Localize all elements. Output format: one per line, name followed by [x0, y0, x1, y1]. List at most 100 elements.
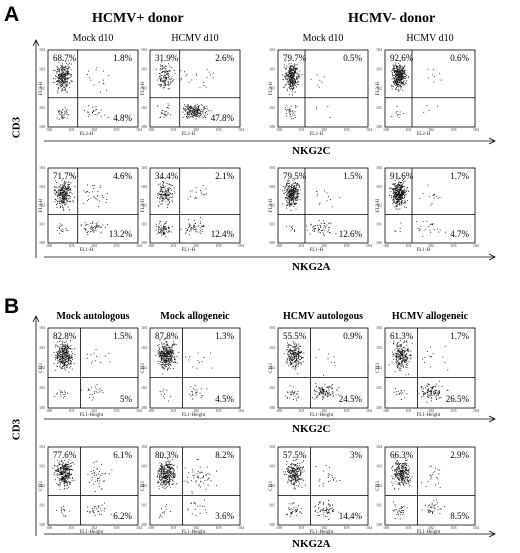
- svg-text:104: 104: [269, 325, 275, 330]
- svg-text:103: 103: [216, 243, 222, 248]
- panel-b-plot-4: 61.3% 1.7%26.5%FL1-HeightCD31001001011011…: [376, 325, 479, 418]
- svg-text:100: 100: [141, 124, 147, 129]
- svg-text:102: 102: [428, 408, 434, 413]
- svg-text:104: 104: [141, 165, 147, 170]
- quadrant-lr-percent: 3.6%: [215, 511, 234, 521]
- svg-text:103: 103: [39, 345, 45, 350]
- svg-text:104: 104: [39, 47, 45, 52]
- svg-text:103: 103: [39, 184, 45, 189]
- panel-a-x-axis-label-nkg2a: NKG2A: [292, 261, 331, 273]
- quadrant-ul-percent: 55.5%: [283, 331, 307, 341]
- plot-frame: [277, 327, 369, 409]
- plot-frame: [47, 446, 139, 526]
- event-dots: [155, 61, 214, 120]
- svg-text:102: 102: [91, 408, 97, 413]
- svg-text:102: 102: [428, 243, 434, 248]
- svg-text:100: 100: [46, 127, 52, 132]
- quadrant-ul-percent: 79.7%: [283, 53, 307, 63]
- svg-text:102: 102: [376, 86, 382, 91]
- svg-text:101: 101: [299, 408, 305, 413]
- svg-text:104: 104: [366, 408, 372, 413]
- event-dots: [283, 341, 340, 401]
- plot-frame: [47, 49, 139, 128]
- svg-text:103: 103: [39, 66, 45, 71]
- quadrant-ul-percent: 82.8%: [53, 331, 77, 341]
- panel-b-plot-1: 82.8% 1.5%5%FL1-HeightCD31001001011011021…: [39, 325, 142, 418]
- x-channel-label: FL1-Height: [417, 530, 441, 535]
- svg-text:101: 101: [69, 243, 75, 248]
- svg-text:100: 100: [383, 127, 389, 132]
- svg-text:101: 101: [269, 105, 275, 110]
- event-dots: [389, 177, 446, 237]
- svg-text:102: 102: [376, 365, 382, 370]
- svg-text:101: 101: [39, 221, 45, 226]
- plot-frame: [47, 327, 139, 409]
- plot-frame: [149, 327, 241, 409]
- plot-frame: [277, 167, 369, 244]
- panel-b-letter: B: [4, 295, 20, 318]
- svg-text:102: 102: [39, 203, 45, 208]
- y-channel-label: FL3-H: [39, 81, 44, 95]
- quadrant-lr-percent: 47.8%: [211, 113, 235, 123]
- y-channel-label: FL3-H: [269, 198, 274, 212]
- panel-a-y-arrow: [32, 39, 40, 258]
- quadrant-lr-percent: 12.4%: [211, 229, 235, 239]
- quadrant-lr-percent: 13.2%: [109, 229, 133, 239]
- svg-text:100: 100: [39, 124, 45, 129]
- panel-a-group-title-hcmv-negative: HCMV- donor: [348, 11, 436, 26]
- x-channel-label: FL1-Height: [310, 413, 334, 418]
- y-channel-label: FL3-H: [269, 81, 274, 95]
- x-channel-label: FL1-H: [310, 248, 324, 253]
- quadrant-ur-percent: 0.5%: [343, 53, 362, 63]
- svg-text:104: 104: [238, 243, 244, 248]
- panel-b-plot-title-1: Mock autologous: [56, 311, 130, 322]
- svg-text:102: 102: [39, 86, 45, 91]
- svg-text:102: 102: [91, 243, 97, 248]
- svg-text:102: 102: [91, 127, 97, 132]
- panel-a-x-arrow-nkg2a: [44, 253, 496, 261]
- svg-text:100: 100: [141, 240, 147, 245]
- x-channel-label: FL2-H: [310, 132, 324, 137]
- event-dots: [155, 337, 213, 402]
- svg-text:104: 104: [141, 47, 147, 52]
- svg-text:102: 102: [193, 408, 199, 413]
- panel-b-plot-7: 57.5% 3% 14.4% FL1-Height CD3100100101101102…: [269, 444, 372, 535]
- quadrant-lr-percent: 4.8%: [113, 113, 132, 123]
- x-channel-label: FL1-H: [417, 248, 431, 253]
- quadrant-ur-percent: 2.9%: [450, 450, 469, 460]
- quadrant-lr-percent: 12.6%: [339, 229, 363, 239]
- event-dots: [155, 178, 207, 238]
- svg-text:103: 103: [216, 408, 222, 413]
- x-channel-label: FL1-Height: [80, 530, 104, 535]
- quadrant-ur-percent: 0.9%: [343, 331, 362, 341]
- svg-text:102: 102: [269, 365, 275, 370]
- quadrant-ul-percent: 71.7%: [53, 171, 77, 181]
- quadrant-ur-percent: 2.6%: [215, 53, 234, 63]
- panel-a-plot-title-2: HCMV d10: [171, 33, 219, 44]
- y-channel-label: CD3: [269, 363, 274, 373]
- y-channel-label: FL3-H: [376, 81, 381, 95]
- svg-text:100: 100: [269, 124, 275, 129]
- svg-text:100: 100: [141, 405, 147, 410]
- quadrant-ul-percent: 77.6%: [53, 450, 77, 460]
- panel-b-plot-title-3: HCMV autologous: [282, 311, 364, 322]
- quadrant-ur-percent: 6.1%: [113, 450, 132, 460]
- svg-text:103: 103: [141, 184, 147, 189]
- y-channel-label: CD3: [141, 481, 146, 491]
- svg-text:103: 103: [269, 345, 275, 350]
- quadrant-ul-percent: 79.5%: [283, 171, 307, 181]
- plot-frame: [384, 327, 476, 409]
